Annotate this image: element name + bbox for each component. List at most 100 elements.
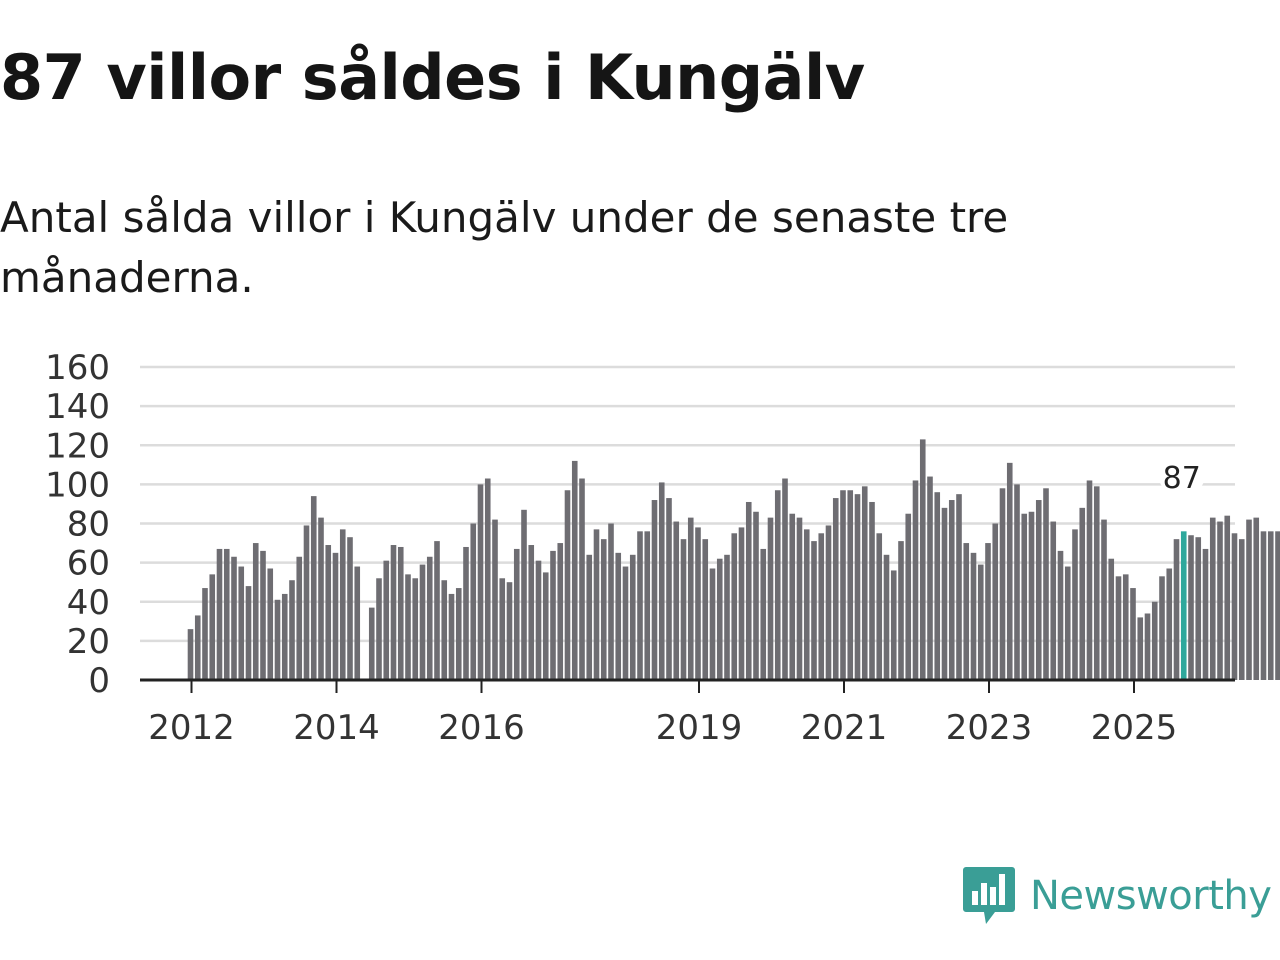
bar [1253,517,1260,680]
bar [542,572,549,680]
bar [840,490,846,680]
bar [760,548,767,680]
bar [941,507,948,680]
newsworthy-logo-icon [963,867,1015,924]
bar [745,501,752,680]
bar [1238,539,1245,680]
bar [1195,537,1202,680]
bar [209,574,216,680]
bar [695,527,701,680]
bar [622,566,629,680]
y-tick-label: 160 [45,348,110,388]
bar [1122,574,1129,680]
bar [600,539,607,680]
bar [354,566,361,680]
bar [716,558,723,680]
bar [310,496,317,680]
bar [477,484,484,680]
bar [651,500,658,680]
bar [1086,480,1093,680]
bar [608,523,614,680]
bar [832,498,839,680]
y-tick-label: 20 [67,622,110,662]
bar [564,490,571,680]
bar [702,539,709,680]
bar [1188,535,1194,680]
x-tick-label: 2012 [148,708,235,748]
bar [528,545,535,680]
x-tick-label: 2021 [801,708,888,748]
bar [1217,521,1223,680]
bar [1137,617,1144,680]
bar [289,580,295,680]
x-tick-label: 2025 [1091,708,1178,748]
bar [187,629,194,680]
bar [1035,500,1042,680]
bar [397,546,404,680]
y-tick-label: 140 [45,387,110,427]
bar [854,494,861,680]
bar [912,480,919,680]
bar [426,556,433,680]
bar [876,533,883,680]
bar [223,548,230,680]
bar [1014,484,1020,680]
bar [680,539,687,680]
annotation-label: 87 [1163,461,1201,496]
brand-name: Newsworthy [1030,873,1272,919]
bar [1101,519,1107,680]
bar [644,531,651,680]
bar [419,564,426,680]
bar [905,513,912,680]
bar [252,543,259,680]
bar [296,556,303,680]
bar [593,529,600,680]
bar [550,550,556,680]
bar [898,541,904,680]
bar [390,545,397,680]
y-tick-label: 80 [67,505,110,545]
bar [825,525,832,680]
bar [1166,568,1173,680]
bar [1021,513,1028,680]
bar [1202,548,1209,680]
x-tick-label: 2023 [946,708,1033,748]
bar [448,593,455,680]
y-tick-label: 0 [88,661,110,701]
bar [1275,531,1280,680]
bar [492,519,498,680]
y-tick-label: 100 [45,465,110,505]
bar [709,568,716,680]
bar [1093,486,1100,680]
bar [948,500,955,680]
bar [629,554,636,680]
bar [231,556,237,680]
bar [1028,511,1035,680]
bar [956,494,962,680]
x-tick-label: 2014 [293,708,380,748]
bar [803,529,810,680]
bar [796,517,803,680]
bar [1159,576,1165,680]
page-subtitle: Antal sålda villor i Kungälv under de se… [0,193,1009,302]
bar [767,517,774,680]
bar [731,533,738,680]
bar [963,543,970,680]
y-tick-label: 120 [45,426,110,466]
bar [637,531,643,680]
bar [1050,521,1057,680]
bar [281,593,288,680]
bar [499,578,506,680]
bar-highlight [1180,531,1187,680]
bar [1072,529,1078,680]
x-tick-label: 2019 [656,708,743,748]
bar [861,486,868,680]
bar [202,588,208,680]
bar [1246,519,1252,680]
bar [934,492,941,680]
bar [818,533,825,680]
bar [1064,566,1071,680]
bar [484,478,491,680]
bar [970,552,977,680]
